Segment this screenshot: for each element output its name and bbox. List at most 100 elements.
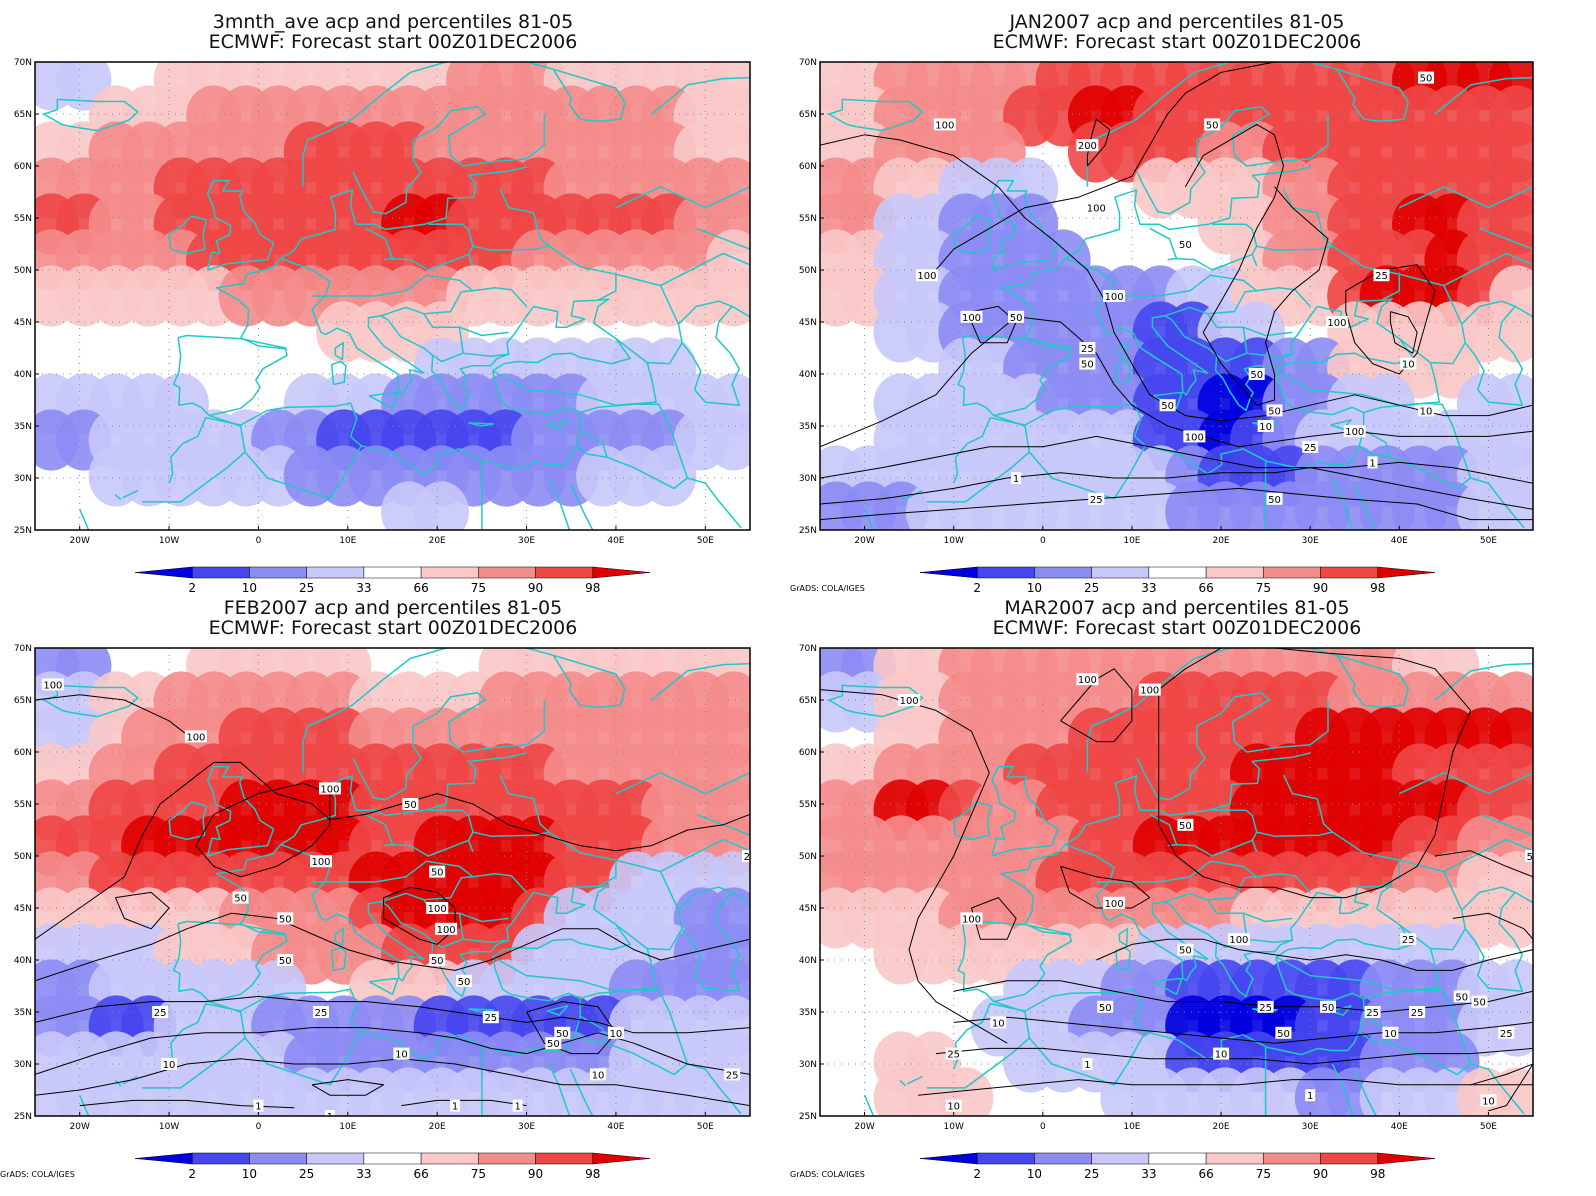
lon-tick-label: 50E [697,1122,714,1132]
shade-cell [1294,121,1350,183]
contour-label-bg [1343,425,1366,438]
shade-cell [1456,1067,1512,1116]
shade-cell [938,301,994,363]
shade-cell [1197,1067,1253,1116]
shade-cell [1456,743,1512,805]
shade-cell [153,445,209,507]
contour-label: 1 [1084,1060,1090,1071]
shade-cell [1165,337,1221,399]
shade-cell [511,85,567,147]
coastline [168,215,208,255]
coastline [579,429,688,490]
contour-label-bg [960,912,983,925]
coastline [1246,938,1293,944]
colorbar-label: 90 [1313,1167,1328,1181]
shade-cell [1262,62,1318,111]
shade-cell [381,887,437,949]
contour-label: 50 [1179,946,1192,957]
shade-cell [446,743,502,805]
shade-cell [873,301,929,363]
shade-cell [1424,85,1480,147]
shade-cell [348,1031,404,1093]
shade-cell [251,995,307,1057]
shade-cell [1165,301,1221,363]
shade-cell [905,445,961,507]
lat-tick-label: 50N [799,852,817,862]
shade-cell [186,959,242,1021]
contour-label: 50 [1420,74,1433,85]
shade-cell [1392,157,1448,219]
shade-cell [1003,671,1059,733]
shade-cell [706,923,750,985]
coastline [168,402,565,484]
shade-cell [1100,1067,1156,1116]
coastline [244,1037,344,1086]
shade-cell [1003,1031,1059,1093]
shade-cell [1165,648,1221,697]
shade-cell [1424,1031,1480,1093]
shade-cell [673,743,729,805]
shade-cell [841,121,897,183]
shade-cell [820,481,864,530]
shade-cell [1294,851,1350,913]
lat-tick-label: 65N [799,110,817,120]
contour-label-bg [1079,357,1096,370]
shade-cell [970,851,1026,913]
shade-cell [251,1031,307,1093]
coastline [1363,1015,1472,1076]
contour-label: 25 [1411,1008,1424,1019]
shade-cell [316,707,372,769]
shade-cell [905,85,961,147]
lat-tick-label: 25N [799,1112,817,1122]
shade-cell [1229,743,1286,805]
shade-cell [1424,815,1480,877]
shade-cell [1132,1067,1188,1116]
shade-cell [641,671,697,733]
shade-cell [413,193,469,255]
shade-cell [1359,481,1415,530]
shade-cell [1165,373,1221,435]
colorbar-segment [1263,566,1321,579]
shade-cell [1294,481,1350,530]
coastline [1026,923,1072,936]
shade-cell [88,923,144,985]
shade-cell [873,743,929,805]
contour-label-bg [1088,492,1105,505]
shade-cell [905,1067,961,1116]
shade-cell [543,851,599,913]
shade-cell [186,648,242,697]
lon-tick-label: 10W [944,536,964,546]
shade-cell [576,1031,632,1093]
coastline [122,1075,139,1085]
shade-cell [1456,887,1512,949]
shade-cell [1392,648,1448,697]
shade-cell [186,743,242,805]
contour-label-bg [1480,1094,1497,1107]
shade-cell [576,229,632,291]
contour-label: 100 [1345,427,1364,438]
contour-label-bg [1097,1000,1114,1013]
shade-cell [641,373,697,435]
shade-cell [511,337,567,399]
shade-cell [251,157,307,219]
shade-cell [1067,815,1124,877]
shade-cell [35,229,79,291]
shade-cell [673,265,729,327]
contour-label-bg [435,922,458,935]
coastline [991,765,1059,857]
shade-cell [608,995,664,1057]
shade-cell [88,887,144,949]
contour-label-bg [1364,1006,1381,1018]
shade-cell [35,743,79,805]
shade-cell [316,851,372,913]
coastline [368,977,399,996]
contour-label-bg [554,1026,571,1039]
shade-cell [218,707,274,769]
shade-cell [543,373,599,435]
contour-label-bg [1082,1058,1093,1070]
shade-cell [1100,62,1156,111]
coastline [1443,252,1533,287]
panel-title-line1: JAN2007 acp and percentiles 81-05 [1009,11,1345,33]
shade-cell [1262,85,1318,147]
contour-label: 50 [1527,852,1540,863]
